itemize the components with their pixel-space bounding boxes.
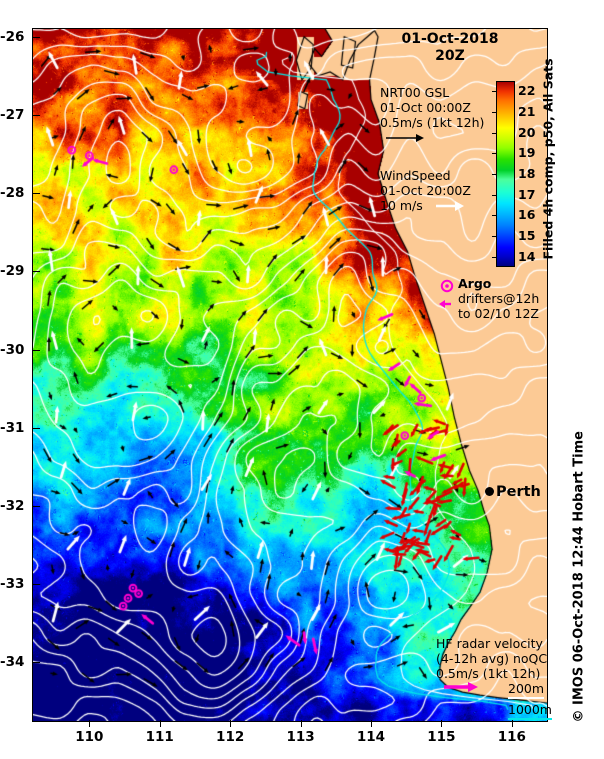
magenta-argo-float-icon [440,279,454,293]
y-tick-label-2: -28 [0,185,25,202]
x-tick-mark [300,720,302,727]
x-tick-label-4: 114 [356,729,386,745]
y-tick-mark [33,349,40,351]
colorbar [496,81,515,267]
colorbar-tick-mark [492,215,496,216]
x-tick-label-6: 116 [497,729,526,745]
depth-contour-legend: 200m 1000m [508,681,552,720]
x-tick-mark [230,720,232,727]
credit-text-content: © IMOS 06-Oct-2018 12:44 Hobart Time [571,431,587,723]
y-tick-mark [33,662,40,664]
argo-legend: Argo drifters@12h to 02/10 12Z [458,276,539,321]
colorbar-label-text: Filled 4h comp, p50, All Sats [540,58,556,260]
x-tick-mark [370,720,372,727]
x-tick-mark [159,720,161,727]
hf-line-1: HF radar velocity [436,636,543,651]
depth-1000m-label: 1000m [508,702,552,717]
wind-line-3: 10 m/s [380,198,423,213]
colorbar-tick-label-7: 15 [518,228,536,243]
perth-marker-icon [485,487,494,496]
title-line-1: 01-Oct-2018 [401,31,499,47]
y-tick-mark [33,427,40,429]
colorbar-tick-label-0: 22 [518,83,536,98]
y-tick-mark [33,271,40,273]
magenta-right-arrow-icon [444,682,478,692]
x-tick-mark [89,720,91,727]
x-tick-label-3: 113 [286,729,315,745]
y-tick-label-0: -26 [0,28,25,45]
colorbar-tick-mark [492,174,496,175]
magenta-drifter-arrow-icon [439,300,451,308]
y-tick-mark [33,115,40,116]
colorbar-tick-label-6: 16 [518,207,536,222]
wind-line-1: WindSpeed [380,168,451,183]
colorbar-tick-mark [492,236,496,237]
argo-line-3: to 02/10 12Z [458,306,539,321]
y-tick-label-1: -27 [0,107,25,123]
colorbar-tick-label-2: 20 [518,125,536,140]
gsl-line-1: NRT00 GSL [380,85,450,100]
perth-label: Perth [496,484,541,500]
colorbar-label: Filled 4h comp, p50, All Sats [534,58,556,266]
colorbar-tick-mark [492,112,496,113]
hf-line-3: 0.5m/s (1kt 12h) [436,666,541,681]
depth-200m-label: 200m [508,681,545,696]
depth-item-1000m: 1000m [508,702,552,720]
x-tick-mark [441,720,443,727]
colorbar-tick-mark [492,257,496,258]
colorbar-tick-mark [492,153,496,154]
y-tick-label-3: -29 [0,263,25,280]
hf-line-2: (4-12h avg) noQC [436,651,548,666]
colorbar-tick-mark [492,91,496,92]
y-tick-label-4: -30 [0,341,25,358]
depth-item-200m: 200m [508,681,545,699]
y-tick-mark [33,505,40,507]
black-right-arrow-icon [386,134,424,142]
colorbar-tick-mark [492,133,496,134]
wind-legend: WindSpeed 01-Oct 20:00Z 10 m/s [380,168,471,213]
colorbar-tick-label-4: 18 [518,166,536,181]
x-tick-mark [511,720,513,727]
argo-line-2: drifters@12h [458,291,540,306]
y-tick-mark [33,584,40,586]
x-tick-label-0: 110 [75,729,104,745]
x-tick-label-1: 111 [145,729,174,745]
y-tick-mark [33,193,40,195]
y-tick-mark [33,36,40,38]
y-tick-label-6: -32 [0,497,25,514]
y-tick-label-5: -31 [0,419,25,436]
gsl-line-3: 0.5m/s (1kt 12h) [380,115,485,130]
title-line-2: 20Z [435,48,465,64]
x-tick-label-5: 115 [427,729,456,745]
colorbar-tick-label-1: 21 [518,104,536,119]
y-tick-label-7: -33 [0,576,25,593]
wind-line-2: 01-Oct 20:00Z [380,183,471,198]
map-plot-area[interactable] [32,28,548,722]
credit-text: © IMOS 06-Oct-2018 12:44 Hobart Time [566,431,587,722]
figure-title: 01-Oct-2018 20Z [390,31,510,65]
white-right-arrow-icon [436,201,464,211]
colorbar-tick-label-5: 17 [518,187,536,202]
vector-overlay-canvas [33,29,547,721]
x-tick-label-2: 112 [216,729,245,745]
y-tick-label-8: -34 [0,654,25,671]
gsl-line-2: 01-Oct 00:00Z [380,100,471,115]
gsl-legend: NRT00 GSL 01-Oct 00:00Z 0.5m/s (1kt 12h) [380,85,484,144]
colorbar-tick-mark [492,195,496,196]
hf-radar-legend: HF radar velocity (4-12h avg) noQC 0.5m/… [436,636,548,692]
colorbar-tick-label-3: 19 [518,145,536,160]
argo-title: Argo [458,276,492,291]
colorbar-tick-label-8: 14 [518,249,536,264]
